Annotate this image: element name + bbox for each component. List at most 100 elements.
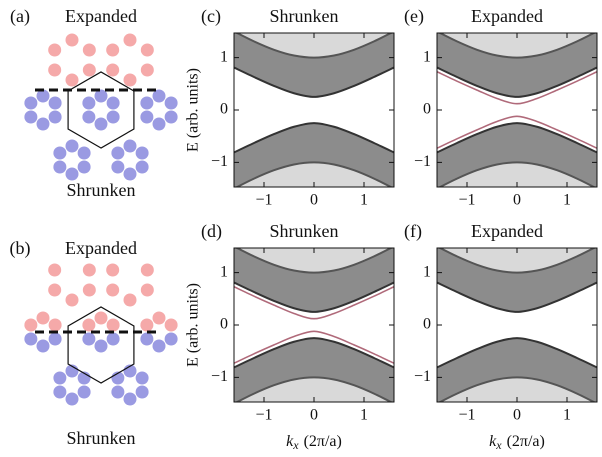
site [106,110,120,124]
x-axis-label: kx (2π/a) [286,433,342,452]
x-axis-label-part: x [292,438,299,452]
site [106,332,120,346]
edge-state [437,115,597,149]
site [123,392,137,406]
site [48,318,62,332]
band-edge [437,337,597,369]
x-axis-label-part: (2π/a) [507,433,545,450]
site [53,385,67,399]
region-label: Shrunken [67,180,136,200]
x-axis-label-part: x [495,438,502,452]
site [106,318,120,332]
chart-title: Expanded [471,6,543,26]
plot-area [437,248,597,402]
site [123,139,137,153]
site [24,110,38,124]
site [48,110,62,124]
unit-cell [67,306,135,384]
site [123,73,137,87]
site [164,96,178,110]
plot-area [234,33,394,187]
band-edge [437,161,597,187]
site [48,283,62,297]
site [48,96,62,110]
site [140,96,154,110]
site [65,392,79,406]
site [36,311,50,325]
site [53,160,67,174]
panel-label: (f) [404,221,422,242]
band-edge [437,248,597,274]
site [82,96,96,110]
band-area [237,377,391,402]
chart-title: Shrunken [270,6,339,26]
band-edge [437,66,597,98]
site [24,318,38,332]
site [48,263,62,277]
x-axis-label-part: (2π/a) [304,433,342,450]
site [48,332,62,346]
site [94,117,108,131]
y-tick-label: 1 [220,48,228,65]
site [36,339,50,353]
x-tick-label: 1 [360,192,368,209]
site [82,263,96,277]
site [135,146,149,160]
site [152,89,166,103]
y-axis-label: E (arb. units) [185,283,202,367]
y-tick-label: 1 [220,263,228,280]
site [123,293,137,307]
y-tick-label: −1 [211,153,228,170]
site [77,146,91,160]
site [111,385,125,399]
band-edge [234,248,394,274]
band-area [440,377,594,402]
edge-state [437,71,597,105]
site [36,117,50,131]
panel-label: (b) [10,238,31,259]
band-edge [437,376,597,402]
site [24,96,38,110]
edge-state [234,330,394,364]
y-tick-label: −1 [414,153,431,170]
x-tick-label: 0 [310,407,318,424]
band-area [237,248,391,273]
x-tick-label: −1 [255,192,272,209]
site [106,283,120,297]
site [82,43,96,57]
site [164,318,178,332]
site [53,146,67,160]
site [135,160,149,174]
y-tick-label: 0 [220,101,228,118]
band-edge [234,337,394,369]
site [82,63,96,77]
site [65,139,79,153]
band-edge [234,33,394,59]
site [65,293,79,307]
x-tick-label: 0 [513,192,521,209]
plot-area [234,248,394,402]
band-edge [234,122,394,154]
site [152,339,166,353]
band-area [440,162,594,187]
region-label: Expanded [65,238,137,258]
edge-state [234,286,394,320]
y-axis-label: E (arb. units) [185,68,202,152]
site [164,110,178,124]
band-edge [437,281,597,313]
x-tick-label: 1 [563,407,571,424]
site [77,160,91,174]
site [65,167,79,181]
band-edge [234,376,394,402]
site [111,160,125,174]
site [94,311,108,325]
site [140,283,154,297]
region-label: Shrunken [67,428,136,448]
x-tick-label: 1 [563,192,571,209]
band-area [237,33,391,58]
site [164,332,178,346]
x-tick-label: −1 [458,192,475,209]
unit-cell [67,71,135,149]
site [123,33,137,47]
